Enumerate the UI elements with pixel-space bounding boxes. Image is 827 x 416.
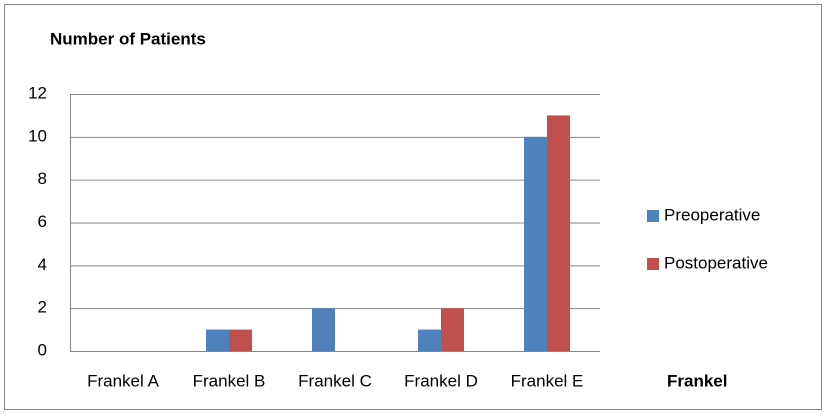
bar <box>547 115 570 352</box>
legend-label: Preoperative <box>664 205 760 224</box>
x-tick-label: Frankel E <box>511 371 584 390</box>
x-tick-label: Frankel C <box>298 371 372 390</box>
y-tick-label: 4 <box>38 255 47 274</box>
y-tick-label: 10 <box>28 126 47 145</box>
y-tick-label: 6 <box>38 212 47 231</box>
bar <box>229 329 252 351</box>
bar <box>418 329 441 351</box>
bar <box>206 329 229 351</box>
x-tick-label: Frankel B <box>193 371 266 390</box>
y-axis-label: Number of Patients <box>50 29 206 48</box>
x-tick-label: Frankel A <box>87 371 159 390</box>
y-tick-label: 12 <box>28 83 47 102</box>
bar <box>312 308 335 351</box>
legend-swatch <box>647 210 659 222</box>
y-tick-label: 8 <box>38 169 47 188</box>
x-tick-label: Frankel D <box>404 371 478 390</box>
bar <box>524 136 547 351</box>
x-axis-label: Frankel <box>667 371 727 390</box>
legend-swatch <box>647 258 659 270</box>
bar <box>441 308 464 351</box>
chart-border <box>4 4 822 410</box>
y-tick-label: 2 <box>38 298 47 317</box>
legend-label: Postoperative <box>664 253 768 272</box>
y-tick-label: 0 <box>38 340 47 359</box>
